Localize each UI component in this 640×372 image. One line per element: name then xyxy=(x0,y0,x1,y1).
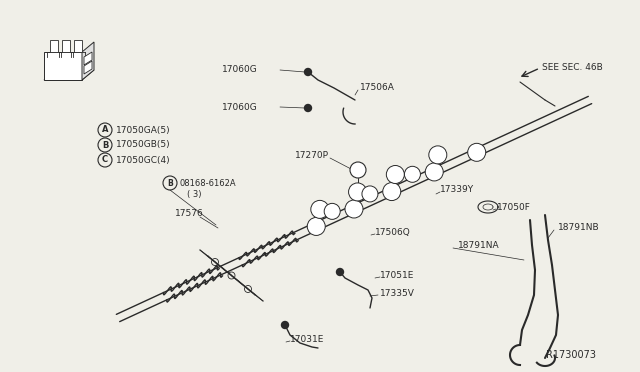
Text: 17050GC(4): 17050GC(4) xyxy=(116,155,171,164)
Text: SEE SEC. 46B: SEE SEC. 46B xyxy=(542,64,603,73)
Circle shape xyxy=(387,166,404,183)
Circle shape xyxy=(383,183,401,201)
Text: 17576: 17576 xyxy=(175,208,204,218)
Polygon shape xyxy=(44,52,82,80)
Circle shape xyxy=(349,183,367,201)
Polygon shape xyxy=(84,52,92,65)
Text: a: a xyxy=(475,149,479,155)
Polygon shape xyxy=(50,40,58,52)
Circle shape xyxy=(350,162,366,178)
Text: 17060G: 17060G xyxy=(222,103,258,112)
Polygon shape xyxy=(62,40,70,52)
Polygon shape xyxy=(84,61,92,74)
Text: c: c xyxy=(318,206,322,212)
Text: R1730073: R1730073 xyxy=(546,350,596,360)
Circle shape xyxy=(404,166,420,182)
Circle shape xyxy=(305,68,312,76)
Text: 17339Y: 17339Y xyxy=(440,186,474,195)
Polygon shape xyxy=(82,42,94,80)
Text: 17031E: 17031E xyxy=(290,336,324,344)
Text: 17051E: 17051E xyxy=(380,270,414,279)
Polygon shape xyxy=(44,70,94,80)
Circle shape xyxy=(282,321,289,328)
Text: 08168-6162A: 08168-6162A xyxy=(180,179,237,187)
Circle shape xyxy=(337,269,344,276)
Text: B: B xyxy=(102,141,108,150)
Circle shape xyxy=(311,201,329,218)
Circle shape xyxy=(429,146,447,164)
Text: c: c xyxy=(394,171,397,177)
Text: a: a xyxy=(390,189,394,195)
Text: b: b xyxy=(368,191,372,197)
Text: 17050GA(5): 17050GA(5) xyxy=(116,125,171,135)
Text: 18791NA: 18791NA xyxy=(458,241,500,250)
Text: a: a xyxy=(432,169,436,175)
Text: a: a xyxy=(352,206,356,212)
Text: 17050F: 17050F xyxy=(497,202,531,212)
Circle shape xyxy=(345,200,363,218)
Text: 17050GB(5): 17050GB(5) xyxy=(116,141,171,150)
Text: a: a xyxy=(314,224,318,230)
Circle shape xyxy=(362,186,378,202)
Circle shape xyxy=(307,218,325,235)
Text: C: C xyxy=(102,155,108,164)
Text: b: b xyxy=(410,171,415,177)
Text: c: c xyxy=(436,152,440,158)
Text: b: b xyxy=(330,208,334,214)
Circle shape xyxy=(425,163,444,181)
Text: A: A xyxy=(102,125,108,135)
Text: 18791NB: 18791NB xyxy=(558,224,600,232)
Text: c: c xyxy=(356,189,360,195)
Text: 17335V: 17335V xyxy=(380,289,415,298)
Polygon shape xyxy=(74,40,82,52)
Text: 17506Q: 17506Q xyxy=(375,228,411,237)
Circle shape xyxy=(468,143,486,161)
Text: B: B xyxy=(167,179,173,187)
Text: ( 3): ( 3) xyxy=(187,190,202,199)
Circle shape xyxy=(324,203,340,219)
Text: 17270P: 17270P xyxy=(295,151,329,160)
Text: 17060G: 17060G xyxy=(222,65,258,74)
Circle shape xyxy=(305,105,312,112)
Text: 17506A: 17506A xyxy=(360,83,395,93)
